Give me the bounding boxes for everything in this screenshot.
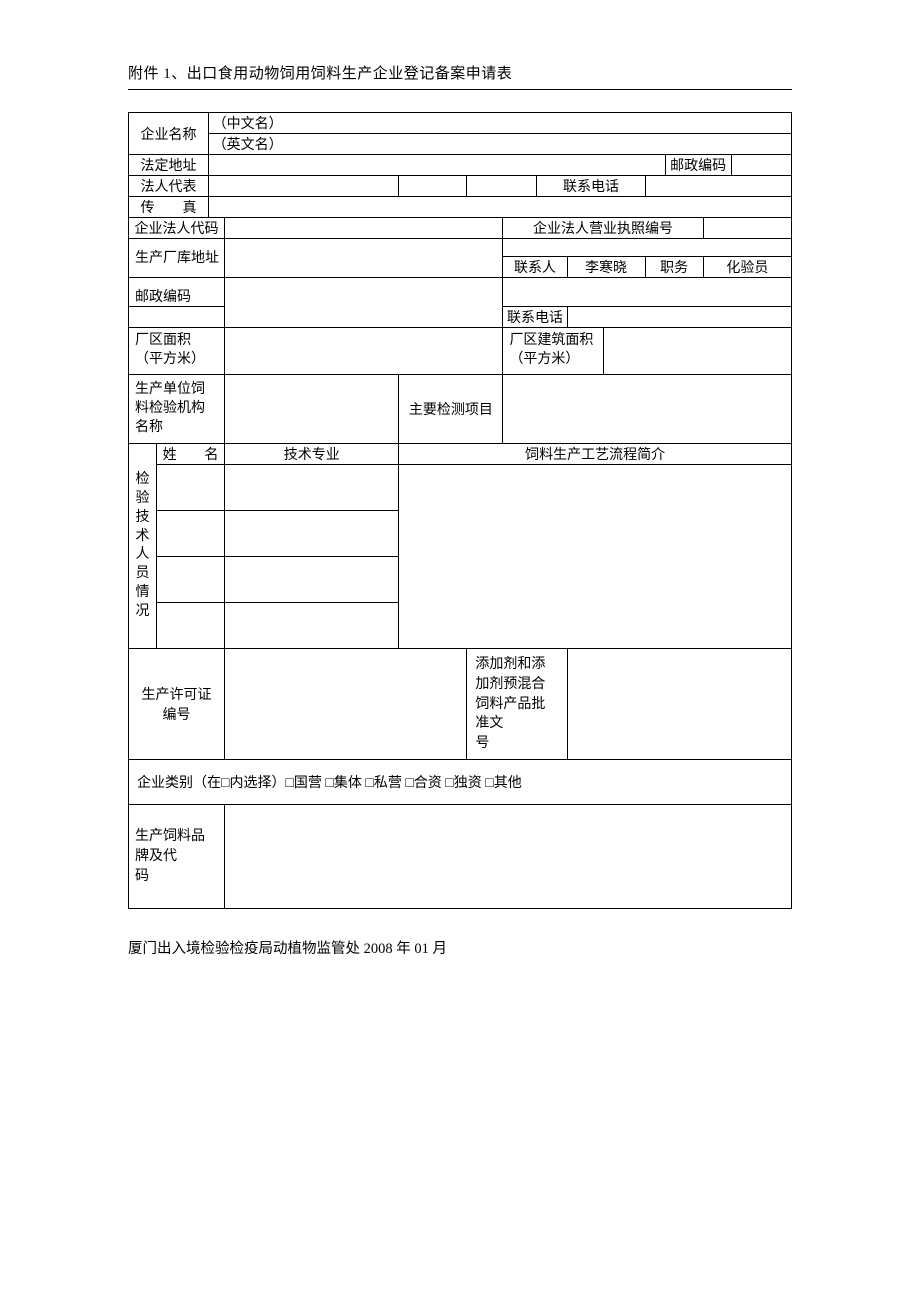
field-legal-rep-2[interactable] xyxy=(399,176,467,197)
label-name: 姓 名 xyxy=(157,444,225,465)
field-legal-rep[interactable] xyxy=(209,176,399,197)
field-postal-code-2[interactable] xyxy=(225,278,503,328)
label-postal-code-2-blank xyxy=(129,307,225,328)
field-staff-major-4[interactable] xyxy=(225,603,399,649)
label-brand-code: 生产饲料品牌及代 码 xyxy=(129,805,225,909)
field-inspect-org[interactable] xyxy=(225,374,399,444)
label-corp-code: 企业法人代码 xyxy=(129,218,225,239)
field-legal-address[interactable] xyxy=(209,155,666,176)
label-company-name: 企业名称 xyxy=(129,113,209,155)
field-prod-license-no[interactable] xyxy=(225,649,467,760)
label-building-area: 厂区建筑面积（平方米） xyxy=(503,328,603,375)
field-staff-name-3[interactable] xyxy=(157,557,225,603)
label-process-intro: 饲料生产工艺流程简介 xyxy=(399,444,792,465)
field-main-test-items[interactable] xyxy=(503,374,792,444)
page-footer: 厦门出入境检验检疫局动植物监管处 2008 年 01 月 xyxy=(128,937,792,958)
field-corp-code[interactable] xyxy=(225,218,503,239)
label-legal-rep: 法人代表 xyxy=(129,176,209,197)
field-postal-code[interactable] xyxy=(731,155,791,176)
field-phone[interactable] xyxy=(645,176,791,197)
field-cn-name: （中文名） xyxy=(209,113,792,134)
label-company-type[interactable]: 企业类别（在□内选择）□国营 □集体 □私营 □合资 □独资 □其他 xyxy=(129,760,792,805)
label-position: 职务 xyxy=(645,257,703,278)
label-license-no: 企业法人营业执照编号 xyxy=(503,218,703,239)
label-tech-staff: 检验技术人员情况 xyxy=(129,444,157,649)
field-building-area[interactable] xyxy=(603,328,791,375)
label-prod-license-no: 生产许可证编号 xyxy=(129,649,225,760)
field-factory-address[interactable] xyxy=(225,239,503,278)
field-phone-2[interactable] xyxy=(567,307,792,328)
label-additive-approval: 添加剂和添加剂预混合饲料产品批准文 号 xyxy=(467,649,567,760)
page-title: 附件 1、出口食用动物饲用饲料生产企业登记备案申请表 xyxy=(128,62,792,83)
label-postal-code: 邮政编码 xyxy=(665,155,731,176)
label-tech-major: 技术专业 xyxy=(225,444,399,465)
field-en-name: （英文名） xyxy=(209,134,792,155)
title-underline xyxy=(128,89,792,90)
field-position[interactable]: 化验员 xyxy=(703,257,791,278)
field-staff-major-1[interactable] xyxy=(225,465,399,511)
label-contact: 联系人 xyxy=(503,257,567,278)
label-main-test-items: 主要检测项目 xyxy=(399,374,503,444)
field-additive-approval[interactable] xyxy=(567,649,792,760)
field-legal-rep-3[interactable] xyxy=(467,176,537,197)
label-inspect-org: 生产单位饲料检验机构名称 xyxy=(129,374,225,444)
field-fax[interactable] xyxy=(209,197,792,218)
field-staff-name-4[interactable] xyxy=(157,603,225,649)
field-staff-name-1[interactable] xyxy=(157,465,225,511)
label-area: 厂区面积（平方米） xyxy=(129,328,225,375)
label-phone-2: 联系电话 xyxy=(503,307,567,328)
registration-form-table: 企业名称 （中文名） （英文名） 法定地址 邮政编码 法人代表 联系电话 传 真 xyxy=(128,112,792,909)
field-contact-name[interactable]: 李寒晓 xyxy=(567,257,645,278)
field-staff-major-2[interactable] xyxy=(225,511,399,557)
field-staff-name-2[interactable] xyxy=(157,511,225,557)
field-process-intro[interactable] xyxy=(399,465,792,649)
label-factory-address: 生产厂库地址 xyxy=(129,239,225,278)
label-fax: 传 真 xyxy=(129,197,209,218)
label-phone: 联系电话 xyxy=(537,176,645,197)
label-legal-address: 法定地址 xyxy=(129,155,209,176)
field-license-no[interactable] xyxy=(703,218,791,239)
field-brand-code[interactable] xyxy=(225,805,792,909)
field-postal-2-top[interactable] xyxy=(503,278,792,307)
label-postal-code-2: 邮政编码 xyxy=(129,278,225,307)
field-area[interactable] xyxy=(225,328,503,375)
field-factory-address-top[interactable] xyxy=(503,239,792,257)
field-staff-major-3[interactable] xyxy=(225,557,399,603)
